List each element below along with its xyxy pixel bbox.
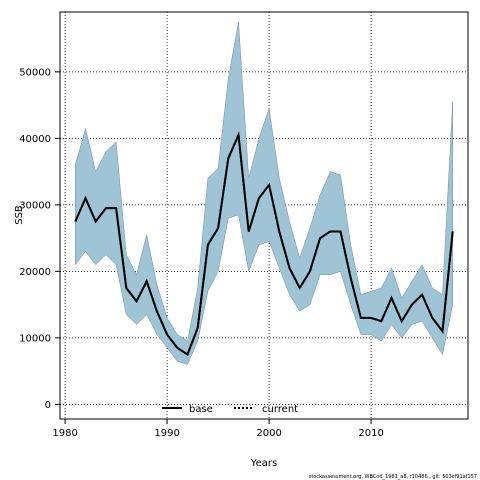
x-tick-label: 2000 [256,428,281,439]
legend-label-current: current [262,404,298,415]
x-tick-label: 2010 [358,428,383,439]
plot-frame [59,11,469,420]
legend-label-base: base [189,404,213,415]
y-axis-title: SSB [14,205,25,225]
series-line-base [74,131,454,357]
y-tick-label: 20000 [19,267,51,278]
x-axis-title: Years [250,458,277,469]
confidence-band [75,21,453,365]
footnote: stockassessment.org, WBCod_1981_a8, r104… [309,474,477,480]
legend: base current [162,404,298,415]
y-axis-ticks: 0 10000 20000 30000 40000 50000 [19,67,60,411]
x-tick-label: 1990 [154,428,179,439]
y-tick-label: 30000 [19,200,51,211]
series-lines [74,131,454,357]
y-tick-label: 10000 [19,333,51,344]
y-tick-label: 0 [45,400,51,411]
confidence-band-area [75,21,453,365]
x-tick-label: 1980 [52,428,77,439]
y-tick-label: 40000 [19,134,51,145]
x-axis-ticks: 1980 1990 2000 2010 [52,419,384,439]
y-tick-label: 50000 [19,67,51,78]
